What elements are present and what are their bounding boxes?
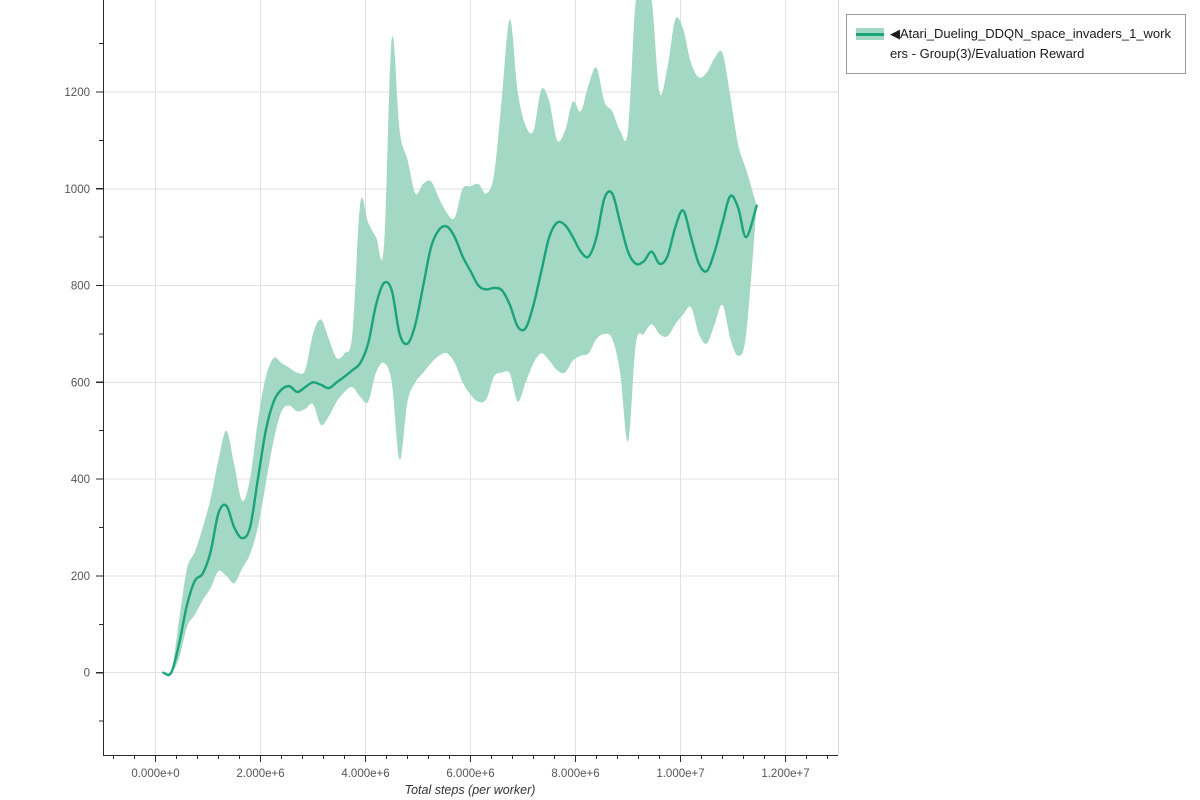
x-tick-label: 8.000e+6 (551, 768, 599, 780)
x-axis-tick-labels: 0.000e+0 2.000e+6 4.000e+6 6.000e+6 8.000e+6… (131, 768, 809, 780)
x-tick-label: 0.000e+0 (131, 768, 179, 780)
y-tick-label: 1200 (64, 87, 90, 99)
legend-line-swatch (856, 33, 884, 36)
x-axis-ticks (113, 755, 828, 762)
legend-swatch (856, 26, 884, 42)
y-tick-label: 400 (71, 474, 90, 486)
x-tick-label: 6.000e+6 (446, 768, 494, 780)
y-axis-ticks (96, 43, 103, 722)
y-tick-label: 200 (71, 571, 90, 583)
y-axis-tick-labels: 0 200 400 600 800 1000 1200 (64, 87, 90, 680)
y-tick-label: 1000 (64, 184, 90, 196)
legend-item-label[interactable]: ◀Atari_Dueling_DDQN_space_invaders_1_wor… (890, 26, 1171, 61)
legend[interactable]: ◀Atari_Dueling_DDQN_space_invaders_1_wor… (846, 14, 1186, 74)
x-tick-label: 1.200e+7 (761, 768, 809, 780)
x-tick-label: 2.000e+6 (236, 768, 284, 780)
x-tick-label: 1.000e+7 (656, 768, 704, 780)
x-tick-label: 4.000e+6 (341, 768, 389, 780)
y-tick-label: 800 (71, 281, 90, 293)
series-line (162, 190, 758, 677)
x-axis-title: Total steps (per worker) (405, 783, 536, 797)
uncertainty-band (163, 0, 757, 677)
y-tick-label: 600 (71, 377, 90, 389)
y-tick-label: 0 (84, 668, 90, 680)
